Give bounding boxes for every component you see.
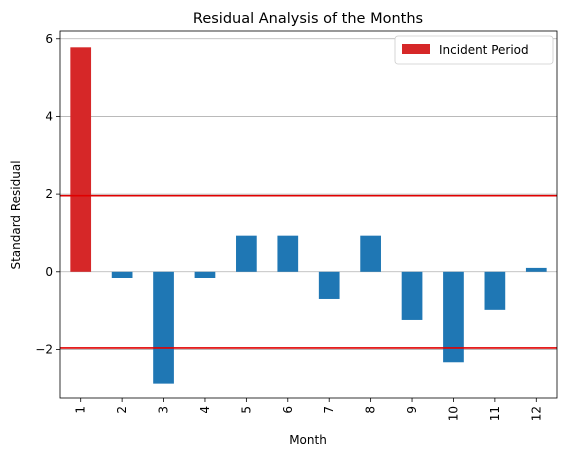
plot-frame (59, 30, 558, 399)
x-tick-label: 3 (157, 406, 171, 414)
x-axis-label: Month (289, 433, 327, 447)
x-tick-label: 9 (405, 406, 419, 414)
bar-month-12 (525, 267, 547, 272)
reference-lines (60, 194, 557, 349)
x-tick-label: 4 (198, 406, 212, 414)
bars (70, 47, 547, 384)
y-tick-label: 2 (45, 187, 53, 201)
x-tick-label: 2 (115, 406, 129, 414)
y-tick-label: 4 (45, 109, 53, 123)
bar-month-5 (236, 235, 257, 272)
bar-month-9 (401, 271, 423, 320)
x-tick-label: 12 (529, 406, 543, 421)
x-tick-label: 10 (446, 406, 460, 421)
y-axis-ticks: −2 0 2 4 6 (35, 32, 60, 356)
bar-month-8 (360, 235, 381, 272)
bar-month-10 (443, 271, 464, 363)
x-tick-label: 6 (281, 406, 295, 414)
grid-lines (60, 38, 557, 350)
x-tick-label: 5 (239, 406, 253, 414)
y-tick-label: −2 (35, 342, 53, 356)
legend-swatch (402, 44, 430, 54)
x-tick-label: 8 (364, 406, 378, 414)
x-tick-label: 11 (488, 406, 502, 421)
x-tick-label: 7 (322, 406, 336, 414)
chart-title: Residual Analysis of the Months (193, 11, 423, 27)
y-axis-label: Standard Residual (9, 160, 23, 269)
bar-month-3 (153, 271, 174, 384)
legend: Incident Period (394, 35, 554, 65)
bar-month-2 (111, 271, 133, 278)
bar-month-7 (318, 271, 340, 299)
legend-label: Incident Period (439, 43, 529, 57)
bar-month-1 (70, 47, 92, 272)
bar-month-6 (277, 235, 299, 272)
y-tick-label: 0 (45, 265, 53, 279)
bar-month-4 (194, 271, 216, 278)
y-tick-label: 6 (45, 32, 53, 46)
legend-box (394, 35, 554, 65)
x-axis-ticks: 1 2 3 4 5 6 7 8 9 10 11 12 (74, 398, 543, 421)
x-tick-label: 1 (74, 406, 88, 414)
bar-month-11 (484, 271, 506, 310)
